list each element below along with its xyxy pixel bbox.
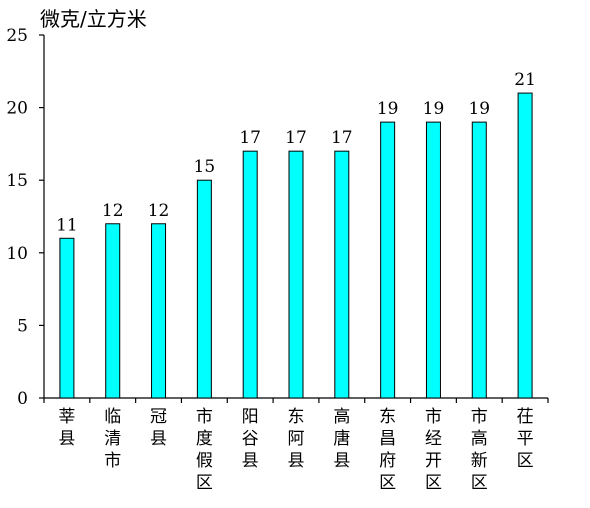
y-tick-label: 20 — [6, 99, 28, 119]
data-label: 19 — [377, 99, 399, 119]
bars — [59, 92, 533, 399]
bar — [151, 223, 167, 399]
category-label: 高唐县 — [333, 407, 350, 471]
bar — [517, 92, 533, 399]
data-label: 12 — [148, 201, 170, 221]
y-axis: 0 5 10 15 20 25 — [6, 26, 45, 409]
category-labels: 莘县 临清市 冠县 市度假区 阳谷县 东阿县 高唐县 东昌府区 市经开区 市高新区 茌平区 — [58, 407, 533, 493]
data-label: 21 — [514, 70, 536, 90]
bar — [288, 150, 304, 399]
y-axis-label: 微克/立方米 — [40, 7, 147, 31]
category-label: 市度假区 — [196, 407, 213, 493]
data-label: 17 — [285, 128, 307, 148]
category-label: 市经开区 — [425, 407, 442, 493]
bar — [105, 223, 121, 399]
y-tick-label: 0 — [17, 389, 28, 409]
bar — [59, 237, 75, 399]
data-label: 19 — [468, 99, 490, 119]
bar — [380, 121, 396, 399]
bar — [425, 121, 441, 399]
data-label: 19 — [423, 99, 445, 119]
y-tick-label: 10 — [6, 244, 28, 264]
data-labels: 11 12 12 15 17 17 17 19 19 19 21 — [56, 70, 536, 235]
category-label: 莘县 — [58, 407, 75, 449]
category-label: 茌平区 — [517, 407, 534, 471]
data-label: 11 — [56, 215, 78, 235]
y-tick-label: 25 — [6, 26, 28, 46]
data-label: 17 — [239, 128, 261, 148]
bar — [471, 121, 487, 399]
y-tick-label: 5 — [17, 316, 28, 336]
data-label: 15 — [194, 157, 216, 177]
category-label: 市高新区 — [471, 407, 488, 493]
category-label: 东阿县 — [288, 407, 305, 471]
y-tick-label: 15 — [6, 171, 28, 191]
category-label: 临清市 — [104, 407, 121, 471]
category-label: 东昌府区 — [379, 407, 396, 493]
bar — [242, 150, 258, 399]
bar — [196, 179, 212, 399]
category-label: 阳谷县 — [242, 407, 259, 471]
category-label: 冠县 — [150, 407, 167, 449]
x-axis — [43, 397, 549, 403]
data-label: 17 — [331, 128, 353, 148]
bar — [334, 150, 350, 399]
data-label: 12 — [102, 201, 124, 221]
